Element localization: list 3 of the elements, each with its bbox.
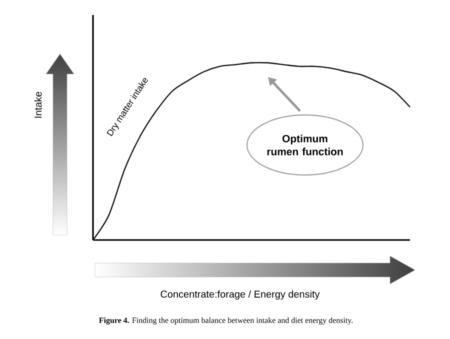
text: Concentrate:forage / Energy density [160, 290, 320, 300]
text: Intake [34, 92, 42, 118]
annotation: Optimum rumen function [267, 134, 343, 156]
